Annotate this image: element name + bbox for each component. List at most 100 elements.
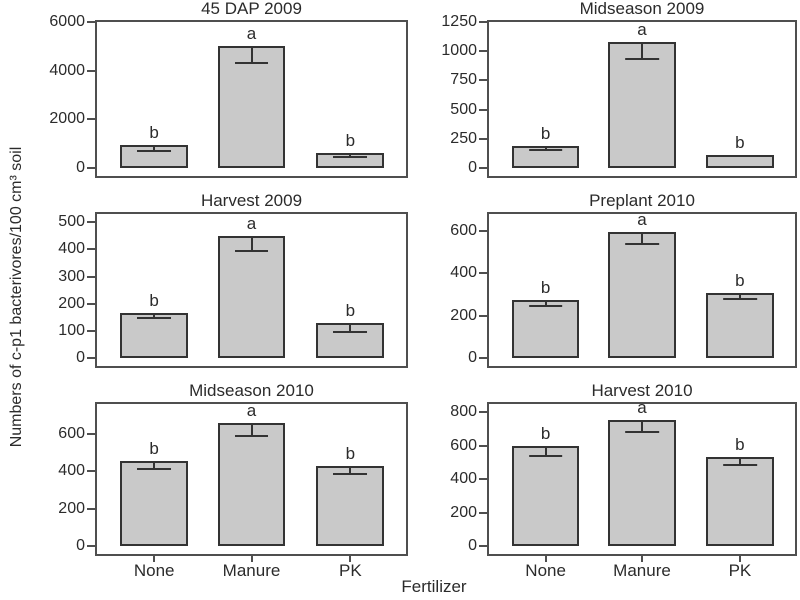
y-tick-mark xyxy=(87,248,95,251)
x-category-label: Manure xyxy=(222,561,281,580)
bar-none xyxy=(511,300,580,358)
y-tick-mark xyxy=(87,470,95,473)
y-tick-mark xyxy=(479,444,487,447)
panel-title: Harvest 2010 xyxy=(591,381,693,400)
x-tick-mark xyxy=(738,556,741,562)
y-tick-mark xyxy=(87,357,95,359)
error-bar-line xyxy=(349,322,352,332)
y-tick-label: 200 xyxy=(450,503,477,521)
error-bar-cap xyxy=(333,473,368,476)
y-tick-label: 2000 xyxy=(49,110,85,128)
error-bar-line xyxy=(641,232,643,245)
plot-area: 0 200 400 600 800 b a b xyxy=(450,399,795,554)
error-bar-cap xyxy=(137,317,172,320)
y-tick-label: 500 xyxy=(58,213,85,231)
plot-area: 0 250 500 750 1000 1250 b a b xyxy=(441,13,795,176)
plot-box: 0 2000 4000 6000 b a b xyxy=(49,13,408,178)
plot-box: 0 200 400 600 800 b a b None Manure PK xyxy=(450,399,797,580)
y-tick-label: 0 xyxy=(468,159,477,176)
error-bar-cap xyxy=(528,305,563,308)
y-tick-mark xyxy=(87,21,95,23)
error-bar-cap xyxy=(528,149,563,152)
y-tick-label: 800 xyxy=(450,403,477,421)
y-tick-label: 0 xyxy=(76,537,85,554)
plot-box: 0 250 500 750 1000 1250 b a b xyxy=(441,13,797,178)
y-tick-mark xyxy=(479,357,487,359)
y-tick-label: 0 xyxy=(468,349,477,366)
significance-letter: b xyxy=(540,423,551,443)
error-bar-line xyxy=(153,461,156,470)
error-bar-cap xyxy=(528,455,563,458)
bar-manure xyxy=(217,235,286,358)
error-bar-line xyxy=(250,46,253,64)
y-tick-label: 1000 xyxy=(441,42,477,60)
y-tick-mark xyxy=(87,167,95,169)
error-bar-cap xyxy=(723,155,757,158)
error-bar-cap xyxy=(137,468,172,471)
error-bar-line xyxy=(738,456,741,466)
y-tick-mark xyxy=(479,21,487,23)
y-tick-mark xyxy=(87,69,95,72)
y-tick-mark xyxy=(479,167,487,169)
y-tick-mark xyxy=(479,79,487,82)
y-tick-mark xyxy=(87,432,95,435)
panel-title: Preplant 2010 xyxy=(589,191,695,210)
y-tick-mark xyxy=(87,507,95,510)
y-tick-label: 600 xyxy=(450,221,477,239)
error-bar-cap xyxy=(625,431,659,434)
error-bar-line xyxy=(349,152,352,157)
y-tick-mark xyxy=(479,411,487,414)
panel-title: Midseason 2009 xyxy=(579,0,705,18)
y-tick-mark xyxy=(479,229,487,232)
bar-none xyxy=(511,445,580,546)
bar-manure xyxy=(217,46,286,168)
y-tick-label: 100 xyxy=(58,321,85,339)
plot-box: 0 200 400 600 b a b None Manure PK xyxy=(58,402,408,580)
panel-midseason-2010: Midseason 2010 0 200 400 600 b a b None Manure PK xyxy=(58,382,408,580)
y-tick-mark xyxy=(87,118,95,121)
y-tick-label: 200 xyxy=(450,306,477,324)
bar-manure xyxy=(217,422,286,546)
error-bar-line xyxy=(544,146,547,151)
y-tick-mark xyxy=(87,302,95,305)
error-bar-cap xyxy=(625,243,659,246)
x-axis-label: Fertilizer xyxy=(401,577,467,596)
panel-title: 45 DAP 2009 xyxy=(201,0,302,18)
significance-letter: b xyxy=(149,122,159,142)
error-bar-cap xyxy=(723,298,757,301)
panel-title: Harvest 2009 xyxy=(200,191,303,210)
y-tick-label: 0 xyxy=(76,159,85,176)
error-bar-line xyxy=(641,419,643,433)
significance-letter: a xyxy=(246,24,257,44)
y-tick-label: 300 xyxy=(58,267,85,285)
y-tick-mark xyxy=(479,478,487,481)
bar-pk xyxy=(316,466,385,546)
bar-manure xyxy=(608,419,676,546)
x-category-label: PK xyxy=(339,561,362,580)
error-bar-line xyxy=(641,42,643,59)
error-bar-cap xyxy=(625,57,659,60)
y-tick-mark xyxy=(479,137,487,140)
significance-letter: b xyxy=(735,270,745,290)
y-tick-label: 400 xyxy=(58,240,85,258)
y-tick-label: 6000 xyxy=(49,13,85,30)
y-tick-mark xyxy=(479,511,487,514)
plot-area: 0 100 200 300 400 500 b a b xyxy=(58,213,406,366)
plot-box: 0 100 200 300 400 500 b a b xyxy=(58,212,408,368)
x-tick-mark xyxy=(250,556,253,562)
bar-manure xyxy=(608,42,676,168)
error-bar-line xyxy=(544,300,547,307)
y-tick-label: 750 xyxy=(450,71,477,89)
y-tick-mark xyxy=(479,545,487,547)
error-bar-line xyxy=(250,422,253,436)
error-bar-cap xyxy=(333,330,368,333)
y-tick-label: 0 xyxy=(76,349,85,366)
y-tick-mark xyxy=(87,221,95,224)
y-tick-label: 600 xyxy=(58,424,85,442)
y-tick-mark xyxy=(479,272,487,275)
plot-area: 0 200 400 600 b a b xyxy=(58,402,406,554)
y-tick-label: 400 xyxy=(450,470,477,488)
error-bar-cap xyxy=(723,464,757,467)
significance-letter: a xyxy=(246,213,257,233)
